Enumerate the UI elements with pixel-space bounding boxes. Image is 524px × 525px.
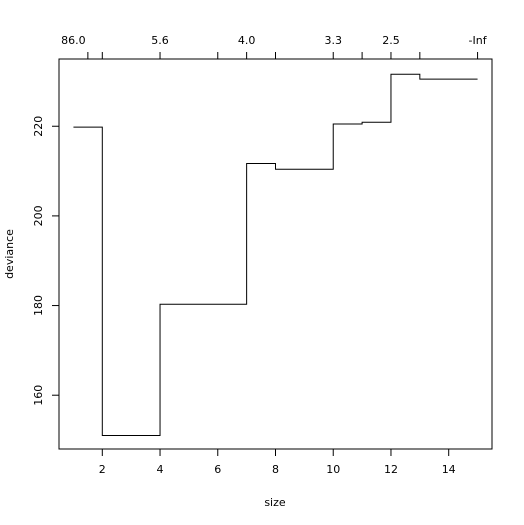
x-axis-bottom: 2 4 6 8 10 12 14 xyxy=(99,448,456,476)
top-tick-label: 4.0 xyxy=(238,34,256,47)
top-tick-label: 2.5 xyxy=(382,34,400,47)
x-tick-label: 4 xyxy=(157,463,164,476)
top-tick-label: 3.3 xyxy=(324,34,342,47)
y-axis-left: 160 180 200 220 xyxy=(32,116,60,406)
top-tick-label: -Inf xyxy=(469,34,488,47)
x-tick-label: 10 xyxy=(326,463,340,476)
series-step-line xyxy=(73,73,478,437)
x-tick-label: 12 xyxy=(384,463,398,476)
y-tick-label: 200 xyxy=(32,205,45,226)
x-tick-label: 6 xyxy=(214,463,221,476)
y-tick-label: 160 xyxy=(32,385,45,406)
plot-frame xyxy=(58,58,493,450)
y-tick-label: 180 xyxy=(32,295,45,316)
x-axis-top: 86.0 5.6 4.0 3.3 2.5 -Inf xyxy=(61,34,488,60)
x-tick-label: 2 xyxy=(99,463,106,476)
top-tick-label: 5.6 xyxy=(151,34,169,47)
x-tick-label: 8 xyxy=(272,463,279,476)
plot-layer xyxy=(73,73,478,437)
y-tick-label: 220 xyxy=(32,116,45,137)
x-tick-label: 14 xyxy=(442,463,456,476)
top-tick-label: 86.0 xyxy=(61,34,86,47)
x-axis-label: size xyxy=(264,496,286,509)
y-axis-label: deviance xyxy=(3,229,16,279)
